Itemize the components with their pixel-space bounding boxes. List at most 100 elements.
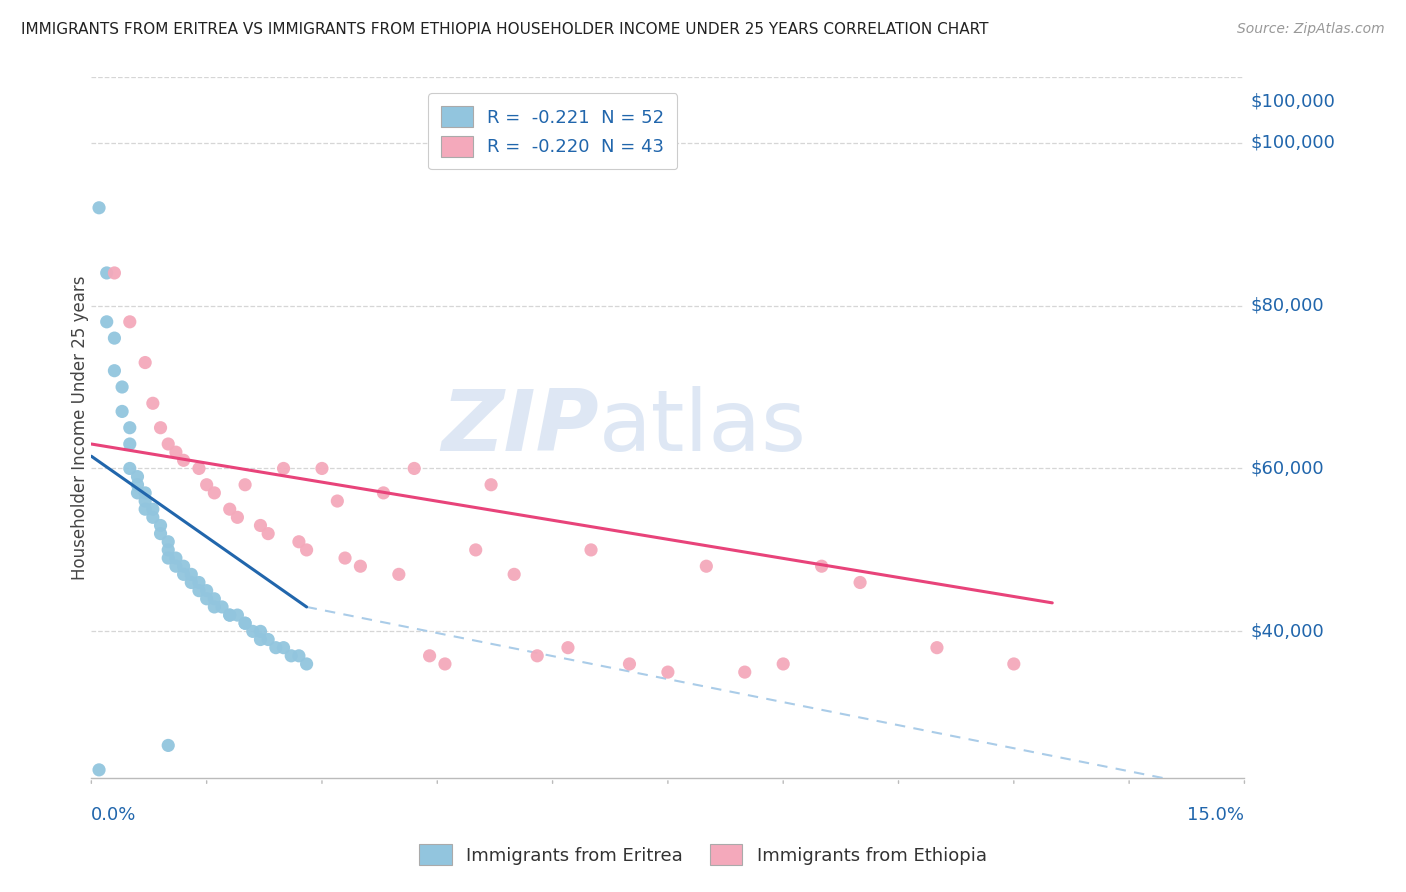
Y-axis label: Householder Income Under 25 years: Householder Income Under 25 years (72, 276, 89, 580)
Text: 15.0%: 15.0% (1188, 806, 1244, 824)
Point (249, 624, 271, 639)
Point (579, 542, 602, 557)
Point (118, 315, 141, 329)
Text: $40,000: $40,000 (1250, 623, 1324, 640)
Point (127, 469, 149, 483)
Text: IMMIGRANTS FROM ERITREA VS IMMIGRANTS FROM ETHIOPIA HOUSEHOLDER INCOME UNDER 25 : IMMIGRANTS FROM ERITREA VS IMMIGRANTS FR… (21, 22, 988, 37)
Point (464, 542, 486, 557)
Point (419, 648, 441, 663)
Point (211, 599, 233, 614)
Point (242, 624, 264, 639)
Point (118, 437, 141, 451)
Point (173, 453, 195, 467)
Point (87, 201, 110, 215)
Point (326, 494, 349, 508)
Text: 0.0%: 0.0% (91, 806, 136, 824)
Legend: Immigrants from Eritrea, Immigrants from Ethiopia: Immigrants from Eritrea, Immigrants from… (408, 833, 998, 876)
Point (433, 657, 456, 671)
Point (195, 591, 218, 606)
Point (157, 551, 180, 566)
Point (188, 575, 211, 590)
Text: $100,000: $100,000 (1250, 93, 1336, 111)
Point (333, 551, 356, 566)
Point (103, 266, 125, 280)
Point (188, 583, 211, 598)
Point (280, 648, 302, 663)
Point (134, 494, 156, 508)
Point (233, 477, 256, 491)
Point (619, 657, 641, 671)
Point (810, 559, 832, 574)
Point (479, 477, 502, 491)
Point (849, 575, 872, 590)
Text: atlas: atlas (599, 386, 807, 469)
Text: $60,000: $60,000 (1250, 459, 1324, 477)
Point (173, 559, 195, 574)
Point (226, 510, 249, 524)
Point (264, 640, 287, 655)
Point (180, 567, 202, 582)
Point (233, 616, 256, 631)
Point (96, 315, 118, 329)
Text: ZIP: ZIP (441, 386, 599, 469)
Point (87, 763, 110, 777)
Point (180, 575, 202, 590)
Point (103, 364, 125, 378)
Point (157, 542, 180, 557)
Point (157, 739, 180, 753)
Point (295, 542, 318, 557)
Point (202, 599, 225, 614)
Point (142, 510, 165, 524)
Point (118, 461, 141, 475)
Point (404, 461, 426, 475)
Point (142, 502, 165, 516)
Point (295, 657, 318, 671)
Point (195, 477, 218, 491)
Point (388, 567, 411, 582)
Point (373, 486, 395, 500)
Text: $80,000: $80,000 (1250, 296, 1324, 315)
Point (734, 665, 756, 679)
Point (257, 632, 280, 647)
Point (195, 583, 218, 598)
Point (173, 567, 195, 582)
Point (657, 665, 679, 679)
Point (273, 640, 295, 655)
Point (149, 518, 172, 533)
Point (288, 534, 311, 549)
Text: Source: ZipAtlas.com: Source: ZipAtlas.com (1237, 22, 1385, 37)
Point (1002, 657, 1025, 671)
Point (165, 559, 187, 574)
Point (557, 640, 579, 655)
Point (526, 648, 548, 663)
Point (218, 608, 240, 623)
Point (157, 437, 180, 451)
Point (111, 380, 134, 394)
Legend: R =  -0.221  N = 52, R =  -0.220  N = 43: R = -0.221 N = 52, R = -0.220 N = 43 (427, 94, 678, 169)
Point (127, 486, 149, 500)
Point (772, 657, 794, 671)
Point (202, 591, 225, 606)
Point (134, 355, 156, 369)
Point (288, 648, 311, 663)
Point (925, 640, 948, 655)
Point (149, 526, 172, 541)
Point (103, 331, 125, 345)
Point (165, 445, 187, 459)
Point (249, 518, 271, 533)
Point (149, 421, 172, 435)
Text: $100,000: $100,000 (1250, 134, 1336, 152)
Point (503, 567, 526, 582)
Point (249, 632, 271, 647)
Point (257, 526, 280, 541)
Point (233, 616, 256, 631)
Point (96, 266, 118, 280)
Point (226, 608, 249, 623)
Point (134, 502, 156, 516)
Point (218, 608, 240, 623)
Point (157, 534, 180, 549)
Point (311, 461, 333, 475)
Point (111, 404, 134, 418)
Point (273, 461, 295, 475)
Point (165, 551, 187, 566)
